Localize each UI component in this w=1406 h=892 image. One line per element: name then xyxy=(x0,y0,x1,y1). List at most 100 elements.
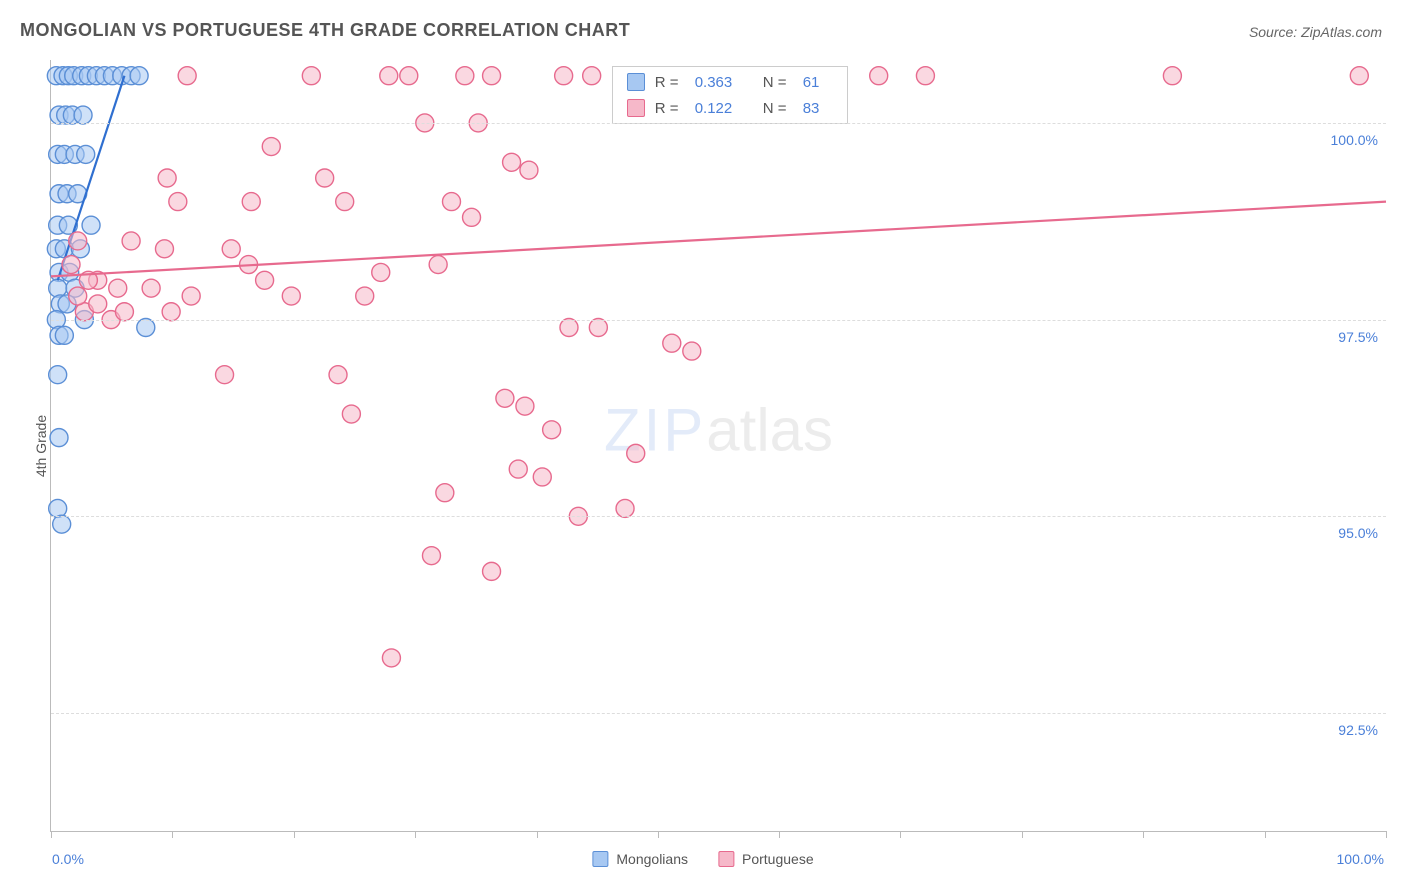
scatter-point xyxy=(560,318,578,336)
gridline xyxy=(51,516,1386,517)
scatter-point xyxy=(169,193,187,211)
x-axis-max-label: 100.0% xyxy=(1337,851,1384,867)
scatter-point xyxy=(282,287,300,305)
x-tick xyxy=(1143,831,1144,838)
scatter-point xyxy=(533,468,551,486)
scatter-point xyxy=(483,67,501,85)
scatter-point xyxy=(520,161,538,179)
x-tick xyxy=(51,831,52,838)
scatter-point xyxy=(242,193,260,211)
n-value: 83 xyxy=(803,100,833,117)
r-label: R = xyxy=(655,74,685,91)
scatter-point xyxy=(483,562,501,580)
x-tick xyxy=(537,831,538,838)
scatter-point xyxy=(429,256,447,274)
source-attribution: Source: ZipAtlas.com xyxy=(1249,24,1382,40)
n-label: N = xyxy=(763,100,793,117)
scatter-point xyxy=(329,366,347,384)
scatter-point xyxy=(663,334,681,352)
scatter-point xyxy=(382,649,400,667)
y-tick-label: 100.0% xyxy=(1331,132,1378,148)
legend-item: Portuguese xyxy=(718,851,814,867)
n-value: 61 xyxy=(803,74,833,91)
legend-swatch xyxy=(592,851,608,867)
scatter-point xyxy=(109,279,127,297)
y-axis-label: 4th Grade xyxy=(33,415,49,477)
scatter-point xyxy=(55,326,73,344)
x-tick xyxy=(294,831,295,838)
scatter-point xyxy=(302,67,320,85)
scatter-point xyxy=(49,499,67,517)
legend-stats-box: R =0.363N =61R =0.122N =83 xyxy=(612,66,848,124)
scatter-point xyxy=(178,67,196,85)
scatter-point xyxy=(50,429,68,447)
scatter-point xyxy=(69,287,87,305)
legend-swatch xyxy=(627,73,645,91)
scatter-point xyxy=(130,67,148,85)
gridline xyxy=(51,320,1386,321)
scatter-point xyxy=(372,263,390,281)
scatter-point xyxy=(49,366,67,384)
scatter-point xyxy=(683,342,701,360)
scatter-point xyxy=(380,67,398,85)
scatter-point xyxy=(443,193,461,211)
x-tick xyxy=(172,831,173,838)
scatter-point xyxy=(503,153,521,171)
scatter-point xyxy=(1163,67,1181,85)
legend-bottom: Mongolians Portuguese xyxy=(592,851,813,867)
scatter-point xyxy=(342,405,360,423)
r-value: 0.122 xyxy=(695,100,753,117)
scatter-point xyxy=(82,216,100,234)
gridline xyxy=(51,713,1386,714)
scatter-point xyxy=(158,169,176,187)
plot-svg xyxy=(51,60,1386,831)
scatter-point xyxy=(555,67,573,85)
x-tick xyxy=(415,831,416,838)
scatter-point xyxy=(77,145,95,163)
scatter-point xyxy=(436,484,454,502)
scatter-point xyxy=(49,279,67,297)
scatter-point xyxy=(916,67,934,85)
legend-label: Mongolians xyxy=(616,851,688,867)
y-tick-label: 92.5% xyxy=(1338,722,1378,738)
scatter-point xyxy=(627,444,645,462)
plot-area: ZIPatlas R =0.363N =61R =0.122N =83 92.5… xyxy=(50,60,1386,832)
scatter-point xyxy=(62,256,80,274)
scatter-point xyxy=(89,295,107,313)
x-tick xyxy=(1265,831,1266,838)
scatter-point xyxy=(463,208,481,226)
scatter-point xyxy=(496,389,514,407)
scatter-point xyxy=(356,287,374,305)
scatter-point xyxy=(1350,67,1368,85)
scatter-point xyxy=(616,499,634,517)
legend-swatch xyxy=(627,99,645,117)
scatter-point xyxy=(316,169,334,187)
x-tick xyxy=(1022,831,1023,838)
scatter-point xyxy=(155,240,173,258)
scatter-point xyxy=(589,318,607,336)
x-tick xyxy=(1386,831,1387,838)
scatter-point xyxy=(115,303,133,321)
scatter-point xyxy=(53,515,71,533)
trend-line xyxy=(51,202,1386,277)
scatter-point xyxy=(162,303,180,321)
x-axis-min-label: 0.0% xyxy=(52,851,84,867)
scatter-point xyxy=(182,287,200,305)
legend-label: Portuguese xyxy=(742,851,814,867)
scatter-point xyxy=(870,67,888,85)
x-tick xyxy=(900,831,901,838)
scatter-point xyxy=(336,193,354,211)
scatter-point xyxy=(216,366,234,384)
legend-stats-row: R =0.363N =61 xyxy=(613,69,847,95)
scatter-point xyxy=(256,271,274,289)
scatter-point xyxy=(516,397,534,415)
scatter-point xyxy=(137,318,155,336)
n-label: N = xyxy=(763,74,793,91)
legend-stats-row: R = 0.122 N = 83 xyxy=(613,95,847,121)
scatter-point xyxy=(69,232,87,250)
y-tick-label: 95.0% xyxy=(1338,525,1378,541)
gridline xyxy=(51,123,1386,124)
r-label: R = xyxy=(655,100,685,117)
scatter-point xyxy=(583,67,601,85)
y-tick-label: 97.5% xyxy=(1338,329,1378,345)
